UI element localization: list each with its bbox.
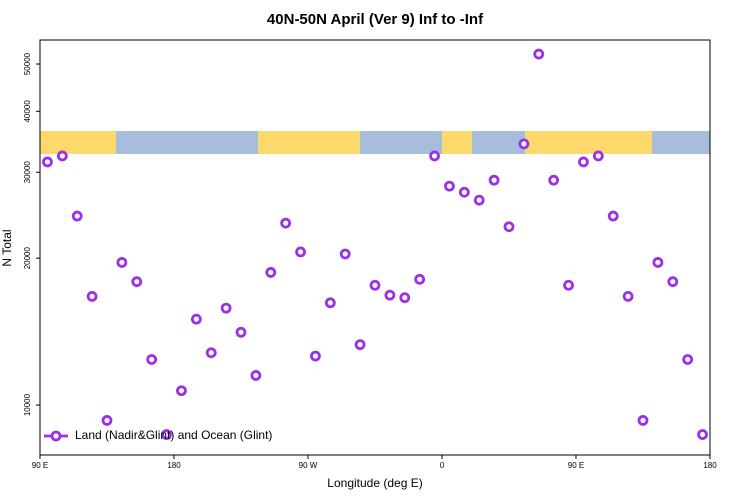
point: [354, 339, 366, 351]
y-axis-label: N Total: [0, 229, 14, 266]
point: [280, 217, 292, 229]
land: [40, 131, 116, 154]
point: [429, 150, 440, 162]
point: [488, 174, 500, 186]
point: [42, 156, 53, 168]
point: [101, 415, 113, 426]
point: [399, 292, 411, 304]
chart-title: 40N-50N April (Ver 9) Inf to -Inf: [267, 11, 484, 28]
point: [384, 289, 396, 301]
point: [86, 290, 98, 302]
point: [324, 297, 336, 309]
x-tick-label: 90 E: [32, 461, 48, 470]
point: [637, 415, 649, 426]
point: [652, 257, 664, 268]
point: [295, 246, 306, 258]
point: [444, 180, 455, 192]
y-tick-label: 20000: [23, 247, 32, 270]
point: [592, 150, 604, 162]
point: [190, 313, 202, 325]
legend-label: Land (Nadir&Glint) and Ocean (Glint): [75, 428, 272, 442]
point: [310, 350, 321, 362]
point: [503, 221, 515, 233]
plot-frame: [39, 39, 711, 456]
x-axis-label: Longitude (deg E): [327, 476, 422, 490]
point: [369, 279, 381, 291]
map-strip: [40, 131, 710, 154]
point: [265, 267, 277, 278]
point: [682, 354, 694, 365]
y-tick-label: 30000: [23, 161, 32, 184]
point: [622, 290, 634, 302]
x-tick-label: 90 W: [299, 461, 318, 470]
legend-marker: [50, 430, 62, 442]
point: [339, 248, 351, 260]
land: [258, 131, 360, 154]
point: [146, 354, 158, 365]
point: [161, 429, 172, 440]
point: [473, 194, 485, 206]
x-tick-label: 180: [703, 461, 717, 470]
point: [116, 257, 128, 268]
point: [533, 48, 545, 60]
point: [250, 370, 262, 381]
point: [458, 186, 470, 198]
y-tick-label: 40000: [23, 100, 32, 123]
point: [71, 210, 83, 222]
point: [56, 150, 68, 162]
point: [548, 174, 560, 186]
point: [563, 279, 574, 291]
land: [525, 131, 652, 154]
x-tick-label: 180: [167, 461, 181, 470]
x-tick-label: 90 E: [568, 461, 584, 470]
x-tick-label: 0: [440, 461, 445, 470]
point: [607, 210, 619, 222]
point: [220, 302, 232, 314]
point: [235, 326, 247, 338]
point: [205, 347, 217, 359]
land: [442, 131, 472, 154]
point: [578, 156, 589, 168]
point: [518, 138, 530, 150]
y-tick-label: 10000: [23, 393, 32, 416]
point: [414, 273, 426, 285]
y-tick-label: 50000: [23, 52, 32, 75]
point: [667, 276, 679, 288]
point: [131, 276, 143, 288]
point: [697, 429, 708, 440]
point: [176, 385, 187, 397]
